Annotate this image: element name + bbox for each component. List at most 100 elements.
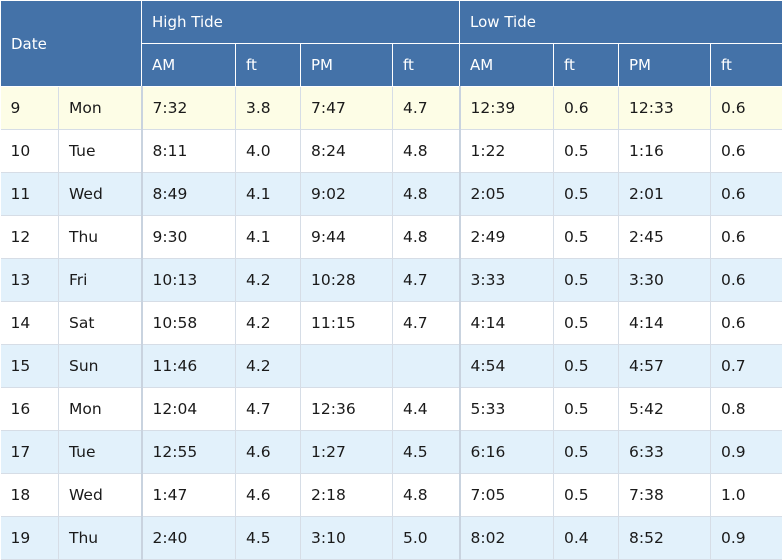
low-am-time-cell: 5:33 [460, 388, 554, 431]
high-am-time-cell: 8:49 [142, 173, 236, 216]
weekday-cell: Thu [59, 517, 142, 560]
low-am-height-cell: 0.4 [554, 517, 619, 560]
table-row: 12 Thu 9:30 4.1 9:44 4.8 2:49 0.5 2:45 0… [1, 216, 782, 259]
high-am-height-cell: 4.2 [236, 259, 301, 302]
table-row: 13 Fri 10:13 4.2 10:28 4.7 3:33 0.5 3:30… [1, 259, 782, 302]
table-row: 16 Mon 12:04 4.7 12:36 4.4 5:33 0.5 5:42… [1, 388, 782, 431]
header-high-tide: High Tide [142, 1, 460, 44]
low-am-time-cell: 8:02 [460, 517, 554, 560]
low-pm-height-cell: 1.0 [711, 474, 782, 517]
low-am-time-cell: 2:49 [460, 216, 554, 259]
low-am-time-cell: 4:14 [460, 302, 554, 345]
low-am-time-cell: 3:33 [460, 259, 554, 302]
low-am-height-cell: 0.5 [554, 173, 619, 216]
header-high-am-ft: ft [236, 44, 301, 87]
high-pm-time-cell: 9:02 [301, 173, 393, 216]
low-pm-time-cell: 2:01 [619, 173, 711, 216]
high-am-height-cell: 4.6 [236, 431, 301, 474]
high-pm-height-cell: 5.0 [393, 517, 460, 560]
low-pm-time-cell: 4:14 [619, 302, 711, 345]
high-pm-height-cell: 4.4 [393, 388, 460, 431]
high-am-height-cell: 4.0 [236, 130, 301, 173]
header-row-groups: Date High Tide Low Tide [1, 1, 782, 44]
low-am-height-cell: 0.5 [554, 431, 619, 474]
low-am-height-cell: 0.6 [554, 87, 619, 130]
header-high-pm: PM [301, 44, 393, 87]
high-pm-height-cell: 4.8 [393, 130, 460, 173]
table-row: 19 Thu 2:40 4.5 3:10 5.0 8:02 0.4 8:52 0… [1, 517, 782, 560]
high-am-height-cell: 4.7 [236, 388, 301, 431]
low-am-height-cell: 0.5 [554, 259, 619, 302]
high-am-height-cell: 4.1 [236, 216, 301, 259]
high-pm-height-cell [393, 345, 460, 388]
low-pm-time-cell: 3:30 [619, 259, 711, 302]
high-pm-height-cell: 4.7 [393, 302, 460, 345]
low-am-time-cell: 7:05 [460, 474, 554, 517]
low-am-height-cell: 0.5 [554, 130, 619, 173]
low-pm-time-cell: 7:38 [619, 474, 711, 517]
high-am-height-cell: 4.6 [236, 474, 301, 517]
high-am-height-cell: 3.8 [236, 87, 301, 130]
high-am-time-cell: 1:47 [142, 474, 236, 517]
day-cell: 18 [1, 474, 59, 517]
low-pm-height-cell: 0.6 [711, 173, 782, 216]
header-high-pm-ft: ft [393, 44, 460, 87]
low-pm-time-cell: 5:42 [619, 388, 711, 431]
low-am-time-cell: 12:39 [460, 87, 554, 130]
tide-table-body: 9 Mon 7:32 3.8 7:47 4.7 12:39 0.6 12:33 … [1, 87, 782, 560]
low-pm-time-cell: 6:33 [619, 431, 711, 474]
high-am-time-cell: 11:46 [142, 345, 236, 388]
weekday-cell: Tue [59, 431, 142, 474]
high-pm-time-cell: 3:10 [301, 517, 393, 560]
high-pm-height-cell: 4.7 [393, 259, 460, 302]
day-cell: 14 [1, 302, 59, 345]
low-pm-height-cell: 0.7 [711, 345, 782, 388]
high-pm-height-cell: 4.8 [393, 173, 460, 216]
low-pm-height-cell: 0.6 [711, 216, 782, 259]
weekday-cell: Tue [59, 130, 142, 173]
weekday-cell: Thu [59, 216, 142, 259]
high-am-time-cell: 9:30 [142, 216, 236, 259]
low-pm-time-cell: 12:33 [619, 87, 711, 130]
header-low-am: AM [460, 44, 554, 87]
low-pm-height-cell: 0.9 [711, 431, 782, 474]
high-am-time-cell: 12:55 [142, 431, 236, 474]
weekday-cell: Wed [59, 474, 142, 517]
low-pm-height-cell: 0.8 [711, 388, 782, 431]
high-am-height-cell: 4.2 [236, 302, 301, 345]
high-am-time-cell: 12:04 [142, 388, 236, 431]
table-row: 11 Wed 8:49 4.1 9:02 4.8 2:05 0.5 2:01 0… [1, 173, 782, 216]
low-pm-height-cell: 0.6 [711, 87, 782, 130]
low-am-time-cell: 2:05 [460, 173, 554, 216]
day-cell: 17 [1, 431, 59, 474]
weekday-cell: Fri [59, 259, 142, 302]
day-cell: 11 [1, 173, 59, 216]
table-row: 10 Tue 8:11 4.0 8:24 4.8 1:22 0.5 1:16 0… [1, 130, 782, 173]
header-low-am-ft: ft [554, 44, 619, 87]
high-pm-time-cell: 7:47 [301, 87, 393, 130]
low-pm-time-cell: 8:52 [619, 517, 711, 560]
low-pm-time-cell: 4:57 [619, 345, 711, 388]
day-cell: 9 [1, 87, 59, 130]
header-low-pm: PM [619, 44, 711, 87]
low-pm-height-cell: 0.9 [711, 517, 782, 560]
high-am-time-cell: 10:58 [142, 302, 236, 345]
low-pm-height-cell: 0.6 [711, 302, 782, 345]
low-pm-height-cell: 0.6 [711, 259, 782, 302]
header-low-pm-ft: ft [711, 44, 782, 87]
table-row: 9 Mon 7:32 3.8 7:47 4.7 12:39 0.6 12:33 … [1, 87, 782, 130]
low-am-height-cell: 0.5 [554, 216, 619, 259]
high-am-time-cell: 2:40 [142, 517, 236, 560]
high-pm-time-cell: 12:36 [301, 388, 393, 431]
table-row: 18 Wed 1:47 4.6 2:18 4.8 7:05 0.5 7:38 1… [1, 474, 782, 517]
weekday-cell: Mon [59, 388, 142, 431]
table-row: 14 Sat 10:58 4.2 11:15 4.7 4:14 0.5 4:14… [1, 302, 782, 345]
high-pm-height-cell: 4.8 [393, 216, 460, 259]
high-am-height-cell: 4.5 [236, 517, 301, 560]
weekday-cell: Wed [59, 173, 142, 216]
header-high-am: AM [142, 44, 236, 87]
low-am-time-cell: 6:16 [460, 431, 554, 474]
high-pm-height-cell: 4.8 [393, 474, 460, 517]
low-am-height-cell: 0.5 [554, 302, 619, 345]
